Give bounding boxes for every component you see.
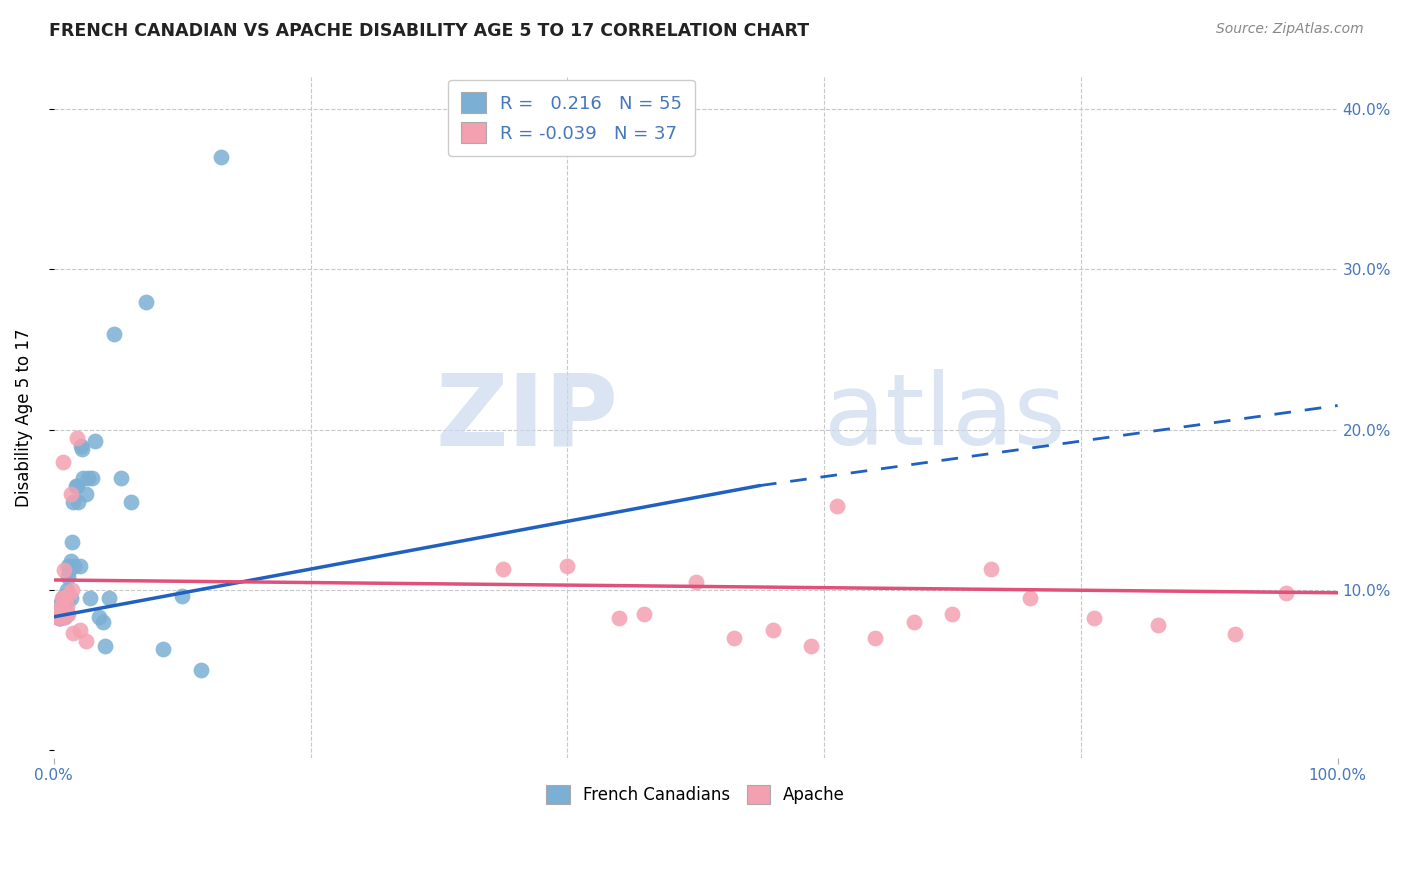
Point xyxy=(152,641,174,656)
Point xyxy=(103,326,125,341)
Point xyxy=(55,594,77,608)
Point xyxy=(53,609,76,624)
Point xyxy=(980,562,1002,576)
Point xyxy=(58,587,80,601)
Point xyxy=(172,589,194,603)
Point xyxy=(59,591,82,605)
Point xyxy=(1275,586,1298,600)
Point xyxy=(190,663,212,677)
Point xyxy=(46,602,69,616)
Point xyxy=(903,615,925,629)
Point xyxy=(70,442,93,456)
Point xyxy=(60,534,83,549)
Point xyxy=(762,623,785,637)
Point xyxy=(941,607,963,621)
Point xyxy=(69,558,91,573)
Point xyxy=(56,607,79,621)
Point xyxy=(58,563,80,577)
Point xyxy=(55,609,77,624)
Point xyxy=(91,615,114,629)
Point xyxy=(59,554,82,568)
Point xyxy=(49,611,72,625)
Y-axis label: Disability Age 5 to 17: Disability Age 5 to 17 xyxy=(15,328,32,507)
Point xyxy=(45,607,67,621)
Point xyxy=(72,470,94,484)
Point xyxy=(52,600,75,615)
Point xyxy=(209,151,232,165)
Point xyxy=(59,486,82,500)
Text: FRENCH CANADIAN VS APACHE DISABILITY AGE 5 TO 17 CORRELATION CHART: FRENCH CANADIAN VS APACHE DISABILITY AGE… xyxy=(49,22,810,40)
Point xyxy=(77,470,100,484)
Point xyxy=(51,591,73,605)
Point xyxy=(1018,591,1040,605)
Point xyxy=(800,639,823,653)
Point xyxy=(49,597,72,611)
Point xyxy=(69,623,91,637)
Point xyxy=(55,607,77,621)
Point xyxy=(49,611,72,625)
Point xyxy=(45,609,67,624)
Point xyxy=(82,470,104,484)
Point xyxy=(633,607,655,621)
Point xyxy=(65,478,87,492)
Point xyxy=(53,563,76,577)
Point xyxy=(75,486,97,500)
Point xyxy=(60,582,83,597)
Point xyxy=(492,562,515,576)
Point xyxy=(66,478,89,492)
Point xyxy=(52,454,75,468)
Point xyxy=(62,494,84,508)
Point xyxy=(52,608,75,623)
Legend: French Canadians, Apache: French Canadians, Apache xyxy=(536,774,855,814)
Point xyxy=(48,599,70,613)
Point xyxy=(87,609,110,624)
Point xyxy=(607,611,630,625)
Point xyxy=(98,591,121,605)
Point xyxy=(51,594,73,608)
Point xyxy=(84,434,107,448)
Point xyxy=(62,625,84,640)
Text: Source: ZipAtlas.com: Source: ZipAtlas.com xyxy=(1216,22,1364,37)
Point xyxy=(46,609,69,624)
Point xyxy=(1223,627,1246,641)
Point xyxy=(49,605,72,619)
Point xyxy=(53,599,76,613)
Point xyxy=(66,431,89,445)
Point xyxy=(79,591,101,605)
Point xyxy=(55,605,77,619)
Point xyxy=(53,591,76,605)
Text: atlas: atlas xyxy=(824,369,1066,466)
Point xyxy=(56,570,79,584)
Point xyxy=(865,631,887,645)
Text: ZIP: ZIP xyxy=(436,369,619,466)
Point xyxy=(723,631,745,645)
Point xyxy=(55,599,77,613)
Point xyxy=(135,294,157,309)
Point xyxy=(120,494,142,508)
Point xyxy=(48,603,70,617)
Point xyxy=(685,574,707,589)
Point xyxy=(48,611,70,625)
Point xyxy=(110,470,132,484)
Point xyxy=(557,558,579,573)
Point xyxy=(75,633,97,648)
Point xyxy=(51,602,73,616)
Point xyxy=(48,607,70,621)
Point xyxy=(1147,617,1170,632)
Point xyxy=(51,609,73,624)
Point xyxy=(67,494,90,508)
Point xyxy=(55,582,77,597)
Point xyxy=(825,500,848,514)
Point xyxy=(55,595,77,609)
Point xyxy=(56,558,79,573)
Point xyxy=(69,438,91,452)
Point xyxy=(52,591,75,605)
Point xyxy=(51,599,73,613)
Point xyxy=(53,589,76,603)
Point xyxy=(94,639,117,653)
Point xyxy=(1083,611,1105,625)
Point xyxy=(63,558,86,573)
Point xyxy=(46,602,69,616)
